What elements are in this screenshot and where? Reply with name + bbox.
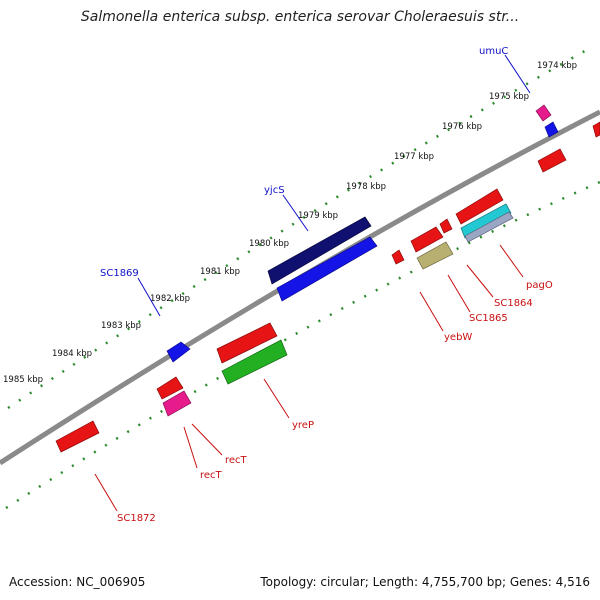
gene-label-SC1872[interactable]: SC1872 <box>117 513 156 524</box>
upper-tick-row <box>7 46 591 410</box>
kbp-scale: 1974 kbp 1975 kbp 1976 kbp 1977 kbp 1978… <box>3 61 577 385</box>
gene-label-umuC[interactable]: umuC <box>479 46 508 57</box>
kbp-label: 1983 kbp <box>101 321 141 331</box>
gene-feature[interactable] <box>391 249 405 265</box>
gene-label-pagO[interactable]: pagO <box>526 280 553 291</box>
plus-strand-genes <box>166 104 559 363</box>
gene-label-SC1869[interactable]: SC1869 <box>100 268 139 279</box>
gene-feature[interactable] <box>55 420 100 453</box>
gene-feature[interactable] <box>544 121 559 138</box>
gene-labels: umuC yjcS SC1869 pagO SC1864 SC1865 yebW… <box>100 46 553 524</box>
gene-feature[interactable] <box>410 226 444 253</box>
gene-label-SC1864[interactable]: SC1864 <box>494 298 533 309</box>
kbp-label: 1977 kbp <box>394 152 434 162</box>
gene-feature[interactable] <box>537 148 567 173</box>
kbp-label: 1979 kbp <box>298 211 338 221</box>
gene-feature[interactable] <box>156 376 184 400</box>
gene-feature[interactable] <box>460 203 512 239</box>
gene-feature[interactable] <box>216 322 278 364</box>
gene-feature[interactable] <box>221 339 288 385</box>
genome-summary-text: Topology: circular; Length: 4,755,700 bp… <box>260 575 590 589</box>
kbp-label: 1982 kbp <box>150 294 190 304</box>
accession-text: Accession: NC_006905 <box>9 575 146 589</box>
gene-feature[interactable] <box>592 121 600 138</box>
kbp-label: 1974 kbp <box>537 61 577 71</box>
gene-feature[interactable] <box>439 218 453 234</box>
gene-feature[interactable] <box>455 188 504 225</box>
kbp-label: 1981 kbp <box>200 267 240 277</box>
gene-feature[interactable] <box>276 236 378 302</box>
kbp-label: 1985 kbp <box>3 375 43 385</box>
gene-label-yjcS[interactable]: yjcS <box>264 185 285 196</box>
gene-feature[interactable] <box>267 216 372 285</box>
kbp-label: 1976 kbp <box>442 122 482 132</box>
leader-lines <box>94 54 531 512</box>
gene-feature[interactable] <box>162 390 192 417</box>
map-title: Salmonella enterica subsp. enterica sero… <box>80 9 520 25</box>
gene-label-yreP[interactable]: yreP <box>292 420 314 431</box>
gene-feature[interactable] <box>464 211 514 243</box>
gene-label-recT-right[interactable]: recT <box>225 455 248 466</box>
kbp-label: 1975 kbp <box>489 92 529 102</box>
gene-label-recT-left[interactable]: recT <box>200 470 223 481</box>
minus-strand-genes <box>55 121 600 453</box>
gene-label-SC1865[interactable]: SC1865 <box>469 313 508 324</box>
kbp-label: 1980 kbp <box>249 239 289 249</box>
gene-feature[interactable] <box>535 104 552 122</box>
gene-feature[interactable] <box>416 241 454 270</box>
kbp-label: 1984 kbp <box>52 349 92 359</box>
gene-feature[interactable] <box>166 341 191 363</box>
lower-tick-row <box>5 180 600 510</box>
gene-label-yebW[interactable]: yebW <box>444 332 472 343</box>
kbp-label: 1978 kbp <box>346 182 386 192</box>
